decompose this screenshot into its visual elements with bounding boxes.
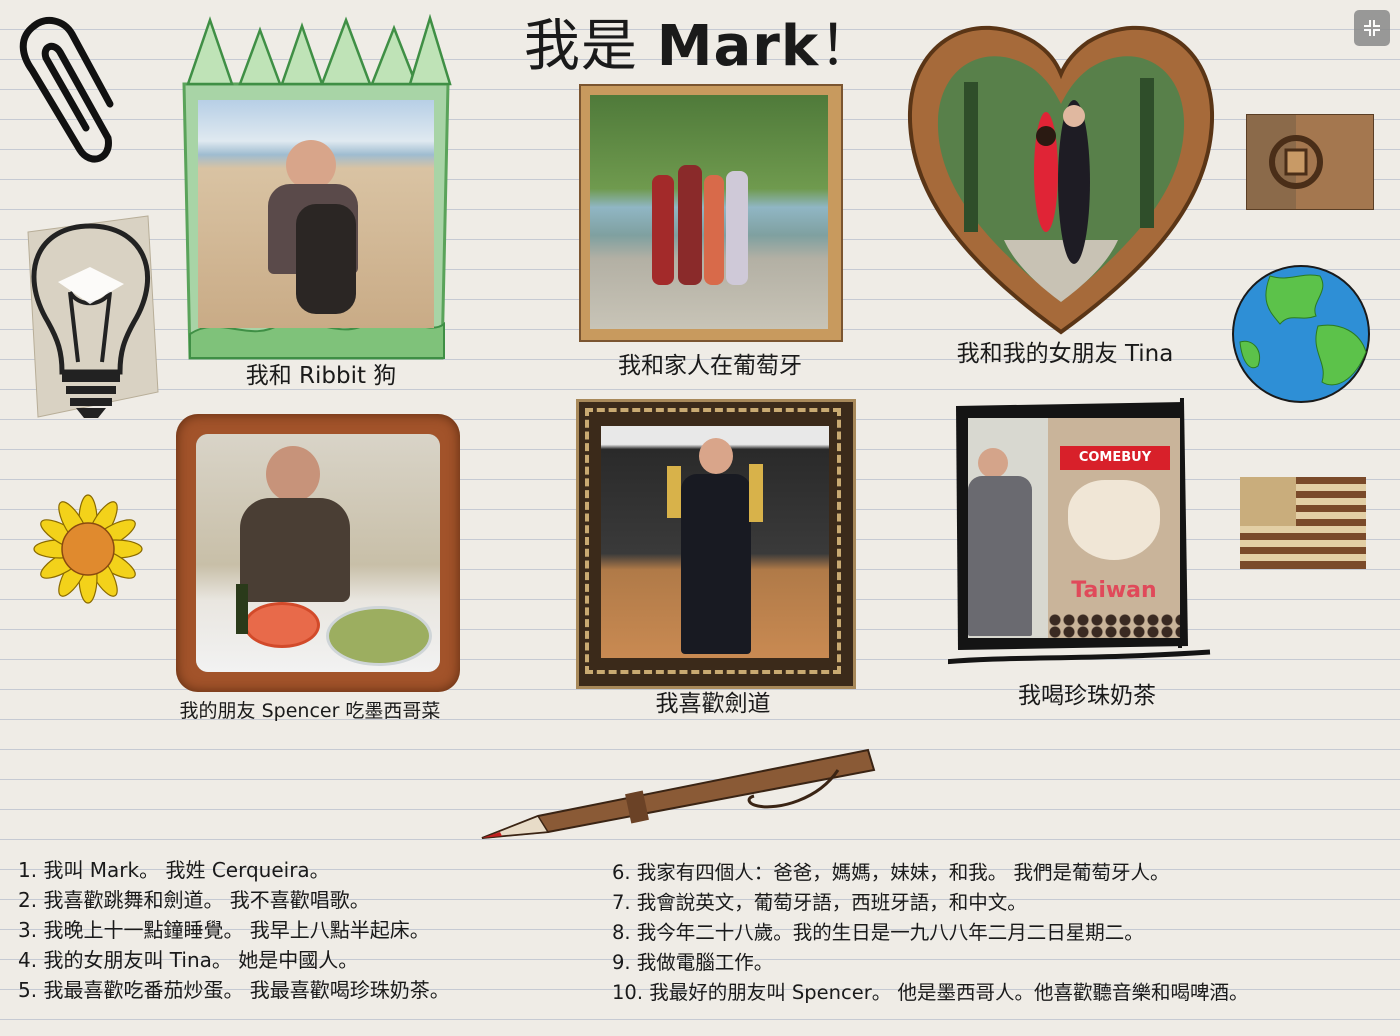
person bbox=[652, 175, 674, 285]
fullscreen-toggle-icon bbox=[1364, 20, 1380, 36]
dog bbox=[296, 204, 356, 314]
person-head bbox=[266, 446, 320, 502]
photo-family bbox=[590, 95, 828, 329]
list-item: 7. 我會說英文，葡萄牙語，西班牙語，和中文。 bbox=[612, 891, 1027, 914]
list-item: 10. 我最好的朋友叫 Spencer。 他是墨西哥人。他喜歡聽音樂和喝啤酒。 bbox=[612, 981, 1249, 1004]
photo-spencer bbox=[196, 434, 440, 672]
lightbulb-icon bbox=[27, 215, 159, 418]
title-suffix: ！ bbox=[819, 14, 877, 79]
photo-card-dog bbox=[180, 14, 452, 362]
trophy-right bbox=[749, 464, 763, 522]
photo-bubbletea: COMEBUY Taiwan bbox=[968, 418, 1180, 638]
list-item: 3. 我晚上十一點鐘睡覺。 我早上八點半起床。 bbox=[18, 918, 430, 942]
person bbox=[704, 175, 724, 285]
photo-card-bubbletea: COMEBUY Taiwan bbox=[948, 398, 1214, 668]
list-item: 5. 我最喜歡吃番茄炒蛋。 我最喜歡喝珍珠奶茶。 bbox=[18, 978, 450, 1002]
food-bowl bbox=[326, 606, 432, 666]
list-item: 8. 我今年二十八歲。我的生日是一九八八年二月二日星期二。 bbox=[612, 921, 1144, 944]
bottle bbox=[236, 584, 248, 634]
photo-dog bbox=[198, 100, 434, 328]
caption-tina: 我和我的女朋友 Tina bbox=[956, 341, 1174, 367]
photo-kendo bbox=[601, 426, 829, 658]
list-item: 2. 我喜歡跳舞和劍道。 我不喜歡唱歌。 bbox=[18, 888, 370, 912]
facts-list-right: 6. 我家有四個人：爸爸，媽媽，妹妹，和我。 我們是葡萄牙人。 7. 我會說英文… bbox=[612, 858, 1248, 1008]
person-head bbox=[699, 438, 733, 474]
tapioca-pearls bbox=[1048, 614, 1180, 638]
heart-frame bbox=[907, 25, 1215, 335]
taiwan-text: Taiwan bbox=[1071, 578, 1157, 603]
person-head bbox=[286, 140, 336, 190]
giant-cup: COMEBUY Taiwan bbox=[1048, 418, 1180, 638]
sunflower-icon bbox=[33, 494, 143, 604]
facts-list-left: 1. 我叫 Mark。 我姓 Cerqueira。 2. 我喜歡跳舞和劍道。 我… bbox=[18, 855, 450, 1005]
paperclip-icon bbox=[19, 16, 114, 163]
person bbox=[678, 165, 702, 285]
portugal-flag-icon bbox=[1246, 114, 1374, 210]
caption-dog: 我和 Ribbit 狗 bbox=[245, 363, 397, 389]
list-item: 1. 我叫 Mark。 我姓 Cerqueira。 bbox=[18, 858, 330, 882]
photo-card-tina bbox=[904, 12, 1218, 336]
person-body bbox=[968, 476, 1032, 636]
kendo-armor bbox=[681, 474, 751, 654]
comebuy-sign: COMEBUY bbox=[1060, 446, 1170, 470]
list-item: 9. 我做電腦工作。 bbox=[612, 951, 774, 974]
photo-card-kendo bbox=[576, 399, 856, 689]
list-item: 4. 我的女朋友叫 Tina。 她是中國人。 bbox=[18, 948, 359, 972]
person bbox=[726, 171, 748, 285]
pen-icon bbox=[481, 748, 876, 839]
list-item: 6. 我家有四個人：爸爸，媽媽，妹妹，和我。 我們是葡萄牙人。 bbox=[612, 861, 1170, 884]
person-head bbox=[978, 448, 1008, 478]
globe-icon bbox=[1232, 265, 1370, 403]
caption-bubbletea: 我喝珍珠奶茶 bbox=[1018, 683, 1156, 709]
title-name: Mark bbox=[656, 14, 820, 79]
fullscreen-toggle-button[interactable] bbox=[1354, 10, 1390, 46]
page-title: 我是 Mark！ bbox=[0, 14, 1400, 80]
plate bbox=[244, 602, 320, 648]
photo-card-spencer bbox=[176, 414, 460, 692]
caption-spencer: 我的朋友 Spencer 吃墨西哥菜 bbox=[179, 700, 441, 722]
person-body bbox=[240, 498, 350, 602]
trophy-left bbox=[667, 466, 681, 518]
title-prefix: 我是 bbox=[523, 14, 657, 79]
caption-kendo: 我喜歡劍道 bbox=[655, 691, 771, 717]
photo-card-family bbox=[579, 84, 843, 342]
caption-family: 我和家人在葡萄牙 bbox=[618, 353, 802, 379]
usa-flag-icon bbox=[1240, 477, 1366, 569]
